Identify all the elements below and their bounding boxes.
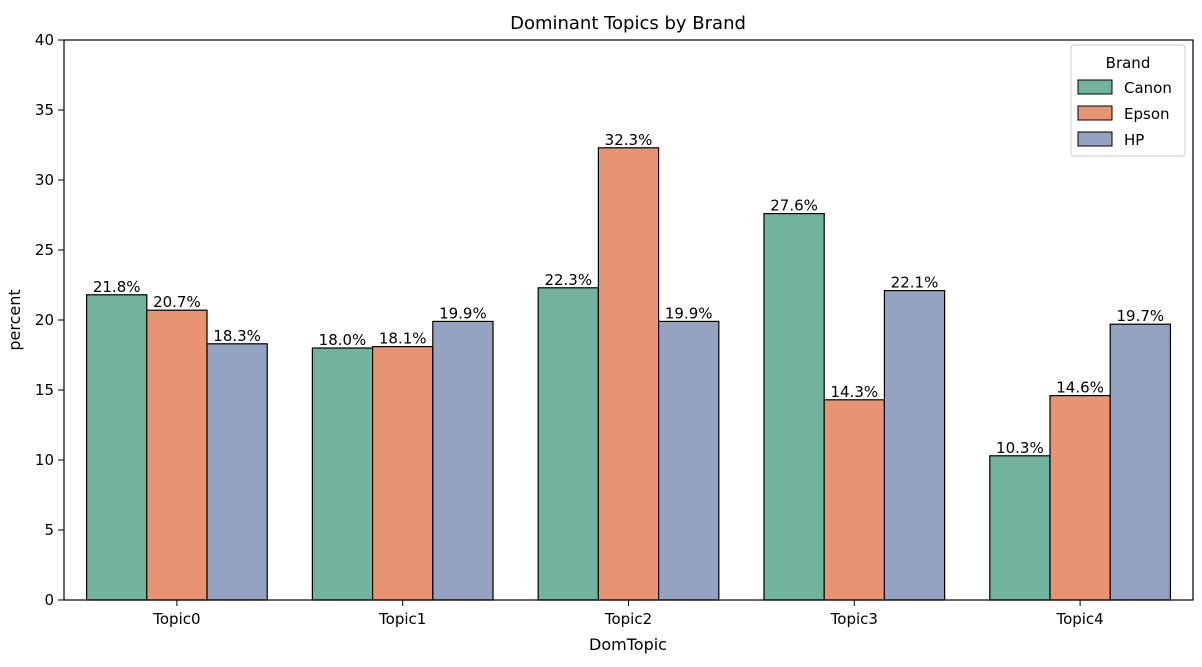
data-label-epson-topic4: 14.6% [1056, 379, 1104, 397]
data-label-hp-topic3: 22.1% [891, 274, 939, 292]
y-tick-label: 10 [35, 451, 54, 469]
data-label-hp-topic4: 19.7% [1116, 307, 1164, 325]
data-label-epson-topic3: 14.3% [830, 383, 878, 401]
data-label-canon-topic3: 27.6% [770, 197, 818, 215]
bar-epson-topic0 [146, 309, 208, 601]
data-label-epson-topic2: 32.3% [605, 131, 653, 149]
bar-canon-topic1 [311, 347, 374, 601]
legend-box [1070, 44, 1186, 157]
y-tick-label: 15 [35, 381, 54, 399]
legend-label-hp: HP [1124, 131, 1144, 149]
y-tick-label: 5 [44, 521, 54, 539]
legend-swatch-hp [1077, 131, 1113, 147]
x-axis-ticks: Topic0 Topic1 Topic2 Topic3 Topic4 [152, 600, 1104, 628]
bar-epson-topic4 [1049, 395, 1111, 601]
data-label-canon-topic2: 22.3% [544, 271, 592, 289]
data-label-epson-topic1: 18.1% [379, 330, 427, 348]
y-tick-label: 40 [35, 31, 54, 49]
x-axis-label: DomTopic [589, 635, 667, 654]
y-tick-label: 20 [35, 311, 54, 329]
y-axis-label: percent [5, 289, 24, 350]
legend-swatch-canon [1077, 79, 1113, 95]
legend-title: Brand [1106, 54, 1151, 72]
y-axis-ticks: 0 5 10 15 20 25 30 35 40 [35, 31, 64, 609]
data-label-epson-topic0: 20.7% [153, 293, 201, 311]
bar-hp-topic0 [206, 343, 268, 601]
bar-hp-topic4 [1109, 323, 1172, 601]
bar-hp-topic2 [658, 320, 720, 601]
data-label-canon-topic0: 21.8% [93, 278, 141, 296]
data-label-hp-topic0: 18.3% [213, 327, 261, 345]
bars [85, 147, 1172, 601]
legend-swatch-epson [1077, 105, 1113, 121]
bar-canon-topic4 [989, 455, 1051, 601]
chart-title: Dominant Topics by Brand [510, 13, 746, 34]
data-label-canon-topic4: 10.3% [996, 439, 1044, 457]
x-tick-label: Topic0 [152, 610, 200, 628]
bar-epson-topic3 [823, 399, 886, 601]
data-labels: 21.8% 20.7% 18.3% 18.0% 18.1% 19.9% 22.3% 32.3%… [93, 131, 1164, 457]
y-tick-label: 0 [44, 591, 54, 609]
data-label-hp-topic1: 19.9% [439, 304, 487, 322]
data-label-canon-topic1: 18.0% [319, 331, 367, 349]
y-tick-label: 30 [35, 171, 54, 189]
y-tick-label: 25 [35, 241, 54, 259]
bar-canon-topic3 [763, 213, 825, 601]
bar-epson-topic2 [597, 147, 660, 601]
bar-hp-topic3 [883, 290, 946, 601]
legend: Brand Canon Epson HP [1070, 44, 1186, 157]
data-label-hp-topic2: 19.9% [665, 304, 713, 322]
bar-canon-topic0 [85, 294, 148, 601]
y-tick-label: 35 [35, 101, 54, 119]
legend-label-epson: Epson [1124, 105, 1170, 123]
x-tick-label: Topic3 [830, 610, 878, 628]
x-tick-label: Topic2 [604, 610, 652, 628]
plot-frame [63, 39, 1194, 601]
bar-epson-topic1 [371, 346, 434, 601]
x-tick-label: Topic4 [1055, 610, 1103, 628]
bar-hp-topic1 [432, 320, 494, 601]
bar-canon-topic2 [537, 287, 599, 601]
legend-label-canon: Canon [1124, 79, 1172, 97]
x-tick-label: Topic1 [378, 610, 426, 628]
